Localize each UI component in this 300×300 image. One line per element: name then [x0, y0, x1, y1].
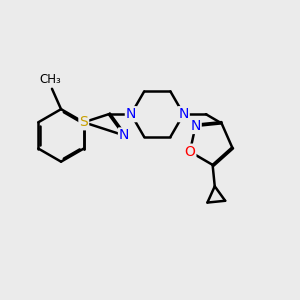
Text: N: N — [126, 107, 136, 121]
Text: CH₃: CH₃ — [40, 74, 62, 86]
Text: N: N — [190, 119, 201, 133]
Text: N: N — [178, 107, 189, 121]
Text: N: N — [119, 128, 129, 142]
Text: S: S — [80, 115, 88, 129]
Text: O: O — [184, 145, 195, 159]
